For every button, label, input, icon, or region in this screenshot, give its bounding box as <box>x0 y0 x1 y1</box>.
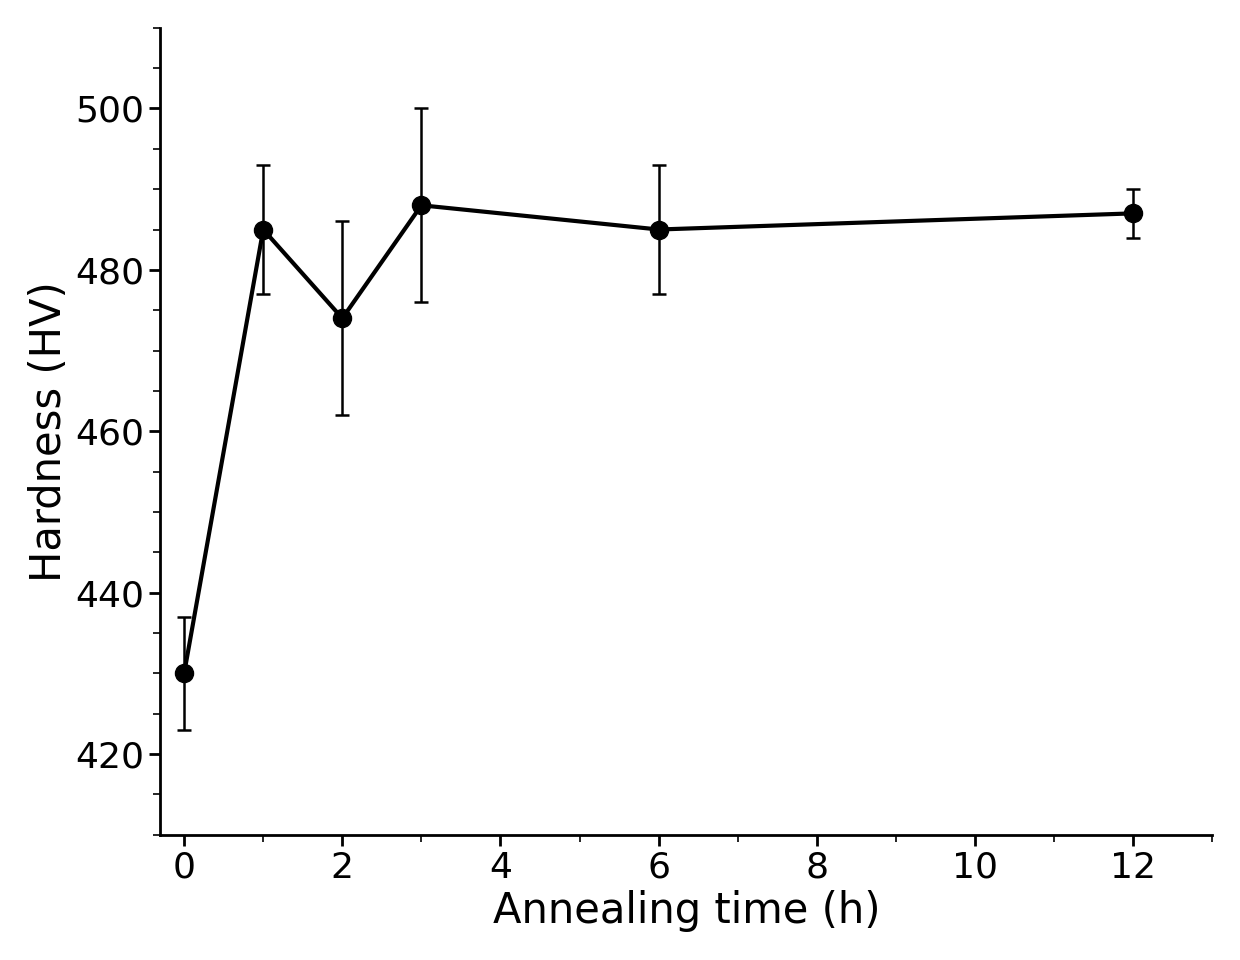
X-axis label: Annealing time (h): Annealing time (h) <box>492 890 880 932</box>
Y-axis label: Hardness (HV): Hardness (HV) <box>27 281 69 582</box>
